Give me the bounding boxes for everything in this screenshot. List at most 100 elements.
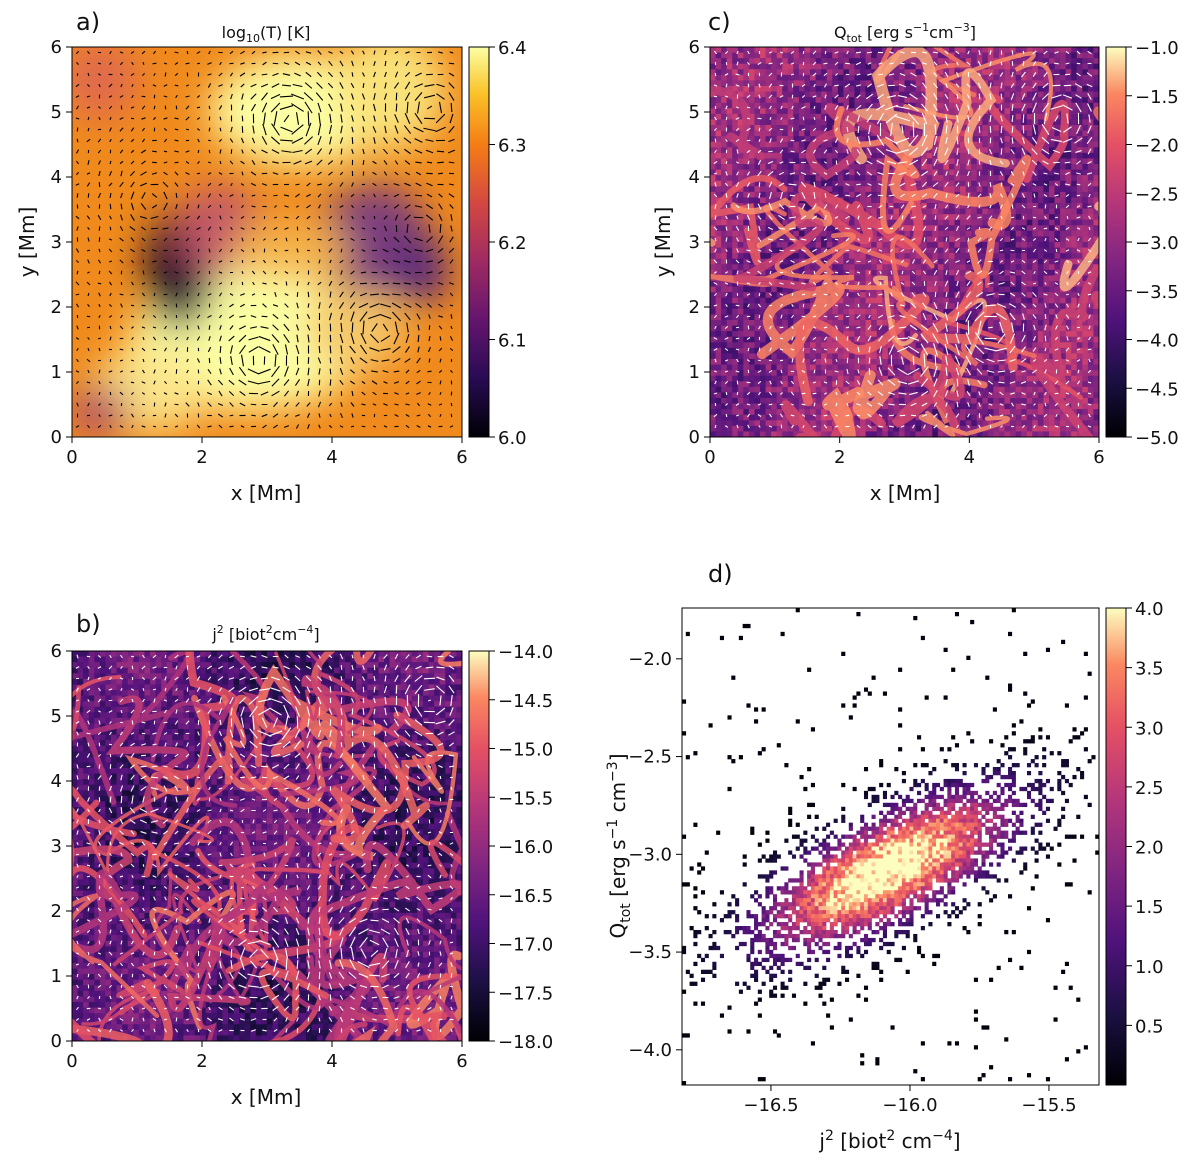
velocity-vector — [769, 293, 772, 296]
histogram-bin — [909, 806, 914, 812]
velocity-vector — [351, 115, 354, 122]
velocity-vector — [998, 282, 1005, 285]
velocity-vector — [1054, 194, 1059, 197]
velocity-vector — [197, 962, 200, 967]
histogram-bin — [761, 874, 766, 879]
velocity-vector — [801, 139, 806, 142]
velocity-vector — [923, 215, 926, 220]
velocity-vector — [130, 191, 135, 200]
velocity-vector — [966, 215, 971, 220]
histogram-bin — [1049, 786, 1054, 792]
velocity-vector — [229, 655, 234, 658]
velocity-vector — [448, 62, 455, 65]
velocity-vector — [119, 181, 124, 188]
velocity-vector — [1052, 149, 1061, 154]
histogram-bin — [1008, 631, 1013, 637]
velocity-vector — [746, 117, 751, 120]
velocity-vector — [120, 381, 123, 384]
histogram-bin — [890, 818, 895, 823]
velocity-vector — [846, 138, 849, 143]
velocity-vector — [802, 270, 805, 275]
velocity-vector — [746, 282, 751, 285]
velocity-vector — [272, 717, 279, 728]
velocity-vector — [724, 425, 729, 428]
y-tick-label: 2 — [689, 297, 700, 318]
velocity-vector — [426, 161, 433, 164]
velocity-vector — [910, 402, 917, 407]
velocity-vector — [97, 841, 102, 846]
velocity-vector — [120, 314, 123, 319]
velocity-vector — [270, 687, 281, 692]
velocity-vector — [878, 249, 883, 252]
velocity-vector — [131, 1029, 134, 1032]
velocity-vector — [285, 260, 288, 263]
histogram-bin — [1026, 782, 1032, 788]
histogram-bin — [901, 802, 906, 808]
histogram-bin — [920, 810, 925, 815]
velocity-vector — [910, 72, 917, 77]
velocity-vector — [713, 337, 718, 340]
histogram-bin — [913, 822, 918, 827]
velocity-vector — [789, 172, 796, 175]
velocity-vector — [789, 238, 796, 241]
histogram-bin — [799, 870, 804, 875]
histogram-bin — [791, 834, 797, 839]
velocity-vector — [450, 897, 453, 900]
velocity-vector — [1065, 314, 1070, 319]
histogram-bin — [1061, 814, 1066, 819]
velocity-vector — [413, 216, 424, 219]
velocity-vector — [97, 282, 102, 285]
velocity-vector — [393, 271, 400, 274]
velocity-vector — [98, 896, 101, 901]
velocity-vector — [207, 62, 212, 65]
velocity-vector — [897, 161, 908, 164]
velocity-vector — [406, 853, 409, 856]
velocity-vector — [945, 291, 948, 298]
velocity-vector — [746, 106, 751, 109]
velocity-vector — [163, 908, 168, 911]
histogram-bin — [932, 842, 937, 847]
histogram-bin — [814, 838, 819, 843]
histogram-bin — [970, 838, 975, 843]
velocity-vector — [164, 962, 167, 967]
velocity-vector — [296, 205, 299, 208]
histogram-bin — [848, 846, 853, 851]
velocity-vector — [428, 391, 431, 396]
velocity-vector — [439, 940, 442, 945]
velocity-vector — [834, 425, 839, 428]
velocity-vector — [317, 281, 322, 286]
velocity-vector — [823, 127, 828, 132]
histogram-bin — [856, 870, 861, 875]
histogram-bin — [776, 743, 781, 748]
velocity-vector — [922, 292, 927, 297]
velocity-vector — [87, 720, 90, 725]
histogram-bin — [943, 838, 948, 843]
velocity-vector — [306, 324, 311, 331]
histogram-bin — [898, 854, 903, 859]
velocity-vector — [250, 171, 257, 176]
velocity-vector — [1050, 105, 1063, 110]
velocity-vector — [845, 414, 850, 417]
velocity-vector — [428, 961, 431, 968]
histogram-bin — [776, 854, 781, 859]
velocity-vector — [307, 238, 310, 241]
velocity-vector — [427, 403, 432, 406]
velocity-vector — [956, 424, 959, 429]
velocity-vector — [218, 238, 223, 241]
velocity-vector — [230, 216, 233, 219]
histogram-bin — [1004, 774, 1009, 780]
histogram-bin — [943, 822, 948, 827]
velocity-vector — [988, 391, 993, 396]
velocity-vector — [260, 83, 269, 88]
panel-d: d) −16.5 −16.0 −15.5−4.0−3.5−3.0−2.5−2.0 j… — [605, 560, 1164, 1153]
velocity-vector — [758, 292, 761, 297]
velocity-vector — [405, 775, 410, 780]
velocity-vector — [318, 797, 321, 802]
velocity-vector — [845, 237, 850, 242]
velocity-vector — [1044, 314, 1047, 319]
velocity-vector — [1044, 335, 1047, 342]
histogram-bin — [992, 806, 997, 812]
velocity-vector — [426, 271, 433, 274]
velocity-vector — [141, 665, 146, 670]
velocity-vector — [1021, 303, 1026, 308]
